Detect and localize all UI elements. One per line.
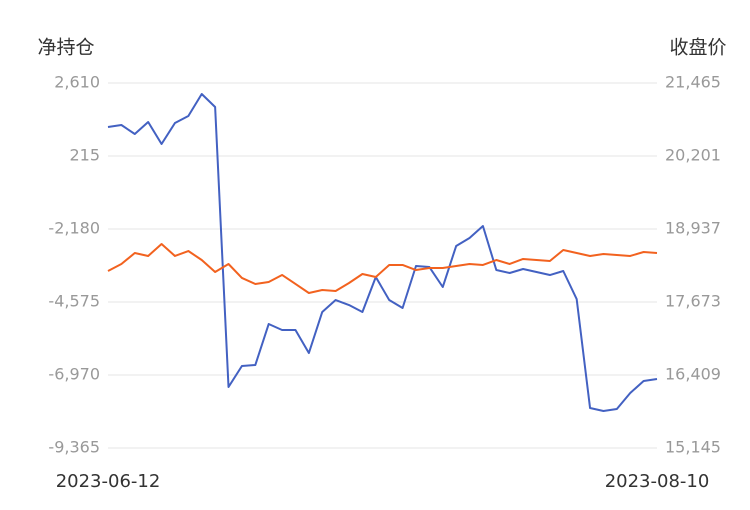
y2-tick-label: 21,465	[665, 73, 721, 92]
y-tick-label: 215	[69, 146, 100, 165]
x-tick-label: 2023-06-12	[56, 471, 161, 492]
y-tick-label: -6,970	[48, 365, 100, 384]
y2-tick-label: 20,201	[665, 146, 721, 165]
y2-tick-label: 15,145	[665, 438, 721, 457]
series-line	[107, 243, 658, 294]
y2-axis-title: 收盘价	[669, 37, 726, 59]
series-line	[107, 93, 658, 413]
y-tick-label: -4,575	[48, 292, 100, 311]
y-tick-label: 2,610	[54, 73, 100, 92]
y-tick-label: -2,180	[48, 219, 100, 238]
y2-tick-label: 16,409	[665, 365, 721, 384]
y-axis-title: 净持仓	[37, 37, 94, 59]
x-tick-label: 2023-08-10	[605, 471, 710, 492]
y2-tick-label: 18,937	[665, 219, 721, 238]
y2-tick-label: 17,673	[665, 292, 721, 311]
y-tick-label: -9,365	[48, 438, 100, 457]
